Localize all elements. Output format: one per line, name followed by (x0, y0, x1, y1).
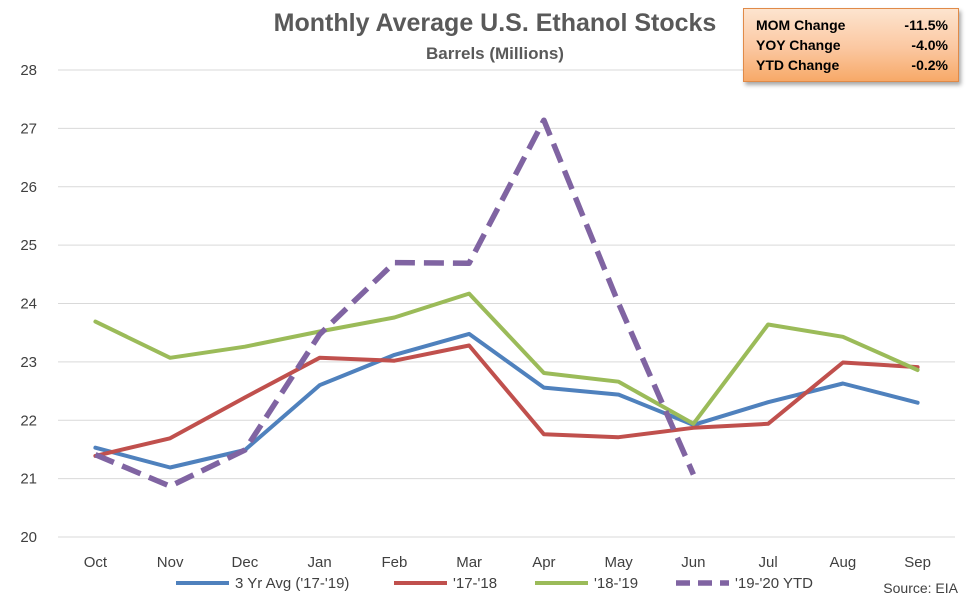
series-line-1 (93, 343, 920, 458)
x-axis-ticks: Oct Nov Dec Jan Feb Mar Apr May Jun Jul Aug Sep (84, 554, 931, 571)
stat-row-mom: MOM Change -11.5% (756, 15, 948, 35)
stat-label: MOM Change (756, 17, 846, 33)
x-tick-label: Jan (308, 554, 332, 571)
y-tick-label: 27 (20, 120, 37, 137)
stat-value: -4.0% (911, 37, 948, 53)
y-axis-ticks: 20 21 22 23 24 25 26 27 28 (20, 62, 37, 546)
x-tick-label: Dec (232, 554, 259, 571)
y-tick-label: 23 (20, 354, 37, 371)
series-line-0 (93, 331, 920, 470)
series-lines (93, 117, 920, 489)
change-stats-box: MOM Change -11.5% YOY Change -4.0% YTD C… (743, 8, 959, 82)
stat-value: -11.5% (904, 17, 948, 33)
x-tick-label: Apr (532, 554, 555, 571)
legend-label: 3 Yr Avg ('17-'19) (235, 575, 349, 592)
series-line-2 (93, 291, 920, 426)
legend-label: '17-'18 (453, 575, 497, 592)
stat-label: YTD Change (756, 57, 840, 73)
stat-value: -0.2% (911, 57, 948, 73)
x-tick-label: Jun (681, 554, 705, 571)
x-tick-label: Nov (157, 554, 184, 571)
y-tick-label: 20 (20, 529, 37, 546)
x-tick-label: Aug (830, 554, 857, 571)
y-tick-label: 26 (20, 179, 37, 196)
stat-row-ytd: YTD Change -0.2% (756, 55, 948, 75)
chart-subtitle: Barrels (Millions) (426, 44, 564, 63)
x-tick-label: Oct (84, 554, 108, 571)
series-line-3 (94, 117, 696, 489)
legend-label: '18-'19 (594, 575, 638, 592)
x-tick-label: Mar (456, 554, 482, 571)
y-tick-label: 24 (20, 296, 37, 313)
stat-label: YOY Change (756, 37, 841, 53)
x-tick-label: Sep (904, 554, 931, 571)
gridlines (58, 69, 955, 538)
y-tick-label: 25 (20, 237, 37, 254)
y-tick-label: 21 (20, 471, 37, 488)
y-tick-label: 28 (20, 62, 37, 79)
chart-title: Monthly Average U.S. Ethanol Stocks (274, 9, 717, 37)
legend-label: '19-'20 YTD (735, 575, 813, 592)
source-note: Source: EIA (883, 580, 958, 596)
legend: 3 Yr Avg ('17-'19) '17-'18 '18-'19 '19-'20 … (176, 575, 813, 592)
x-tick-label: May (604, 554, 633, 571)
stat-row-yoy: YOY Change -4.0% (756, 35, 948, 55)
x-tick-label: Jul (759, 554, 778, 571)
y-tick-label: 22 (20, 412, 37, 429)
x-tick-label: Feb (381, 554, 407, 571)
